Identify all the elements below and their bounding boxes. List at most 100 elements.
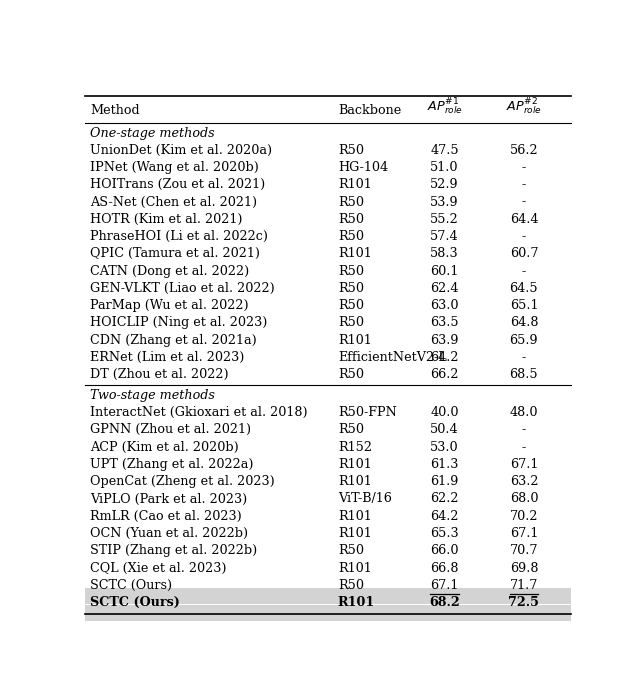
Text: 61.3: 61.3 (430, 458, 459, 471)
Text: R50: R50 (338, 213, 364, 226)
Text: 57.4: 57.4 (430, 230, 459, 243)
Text: R50: R50 (338, 196, 364, 209)
Text: 63.2: 63.2 (509, 475, 538, 489)
Text: 65.3: 65.3 (430, 527, 459, 540)
Text: R50: R50 (338, 579, 364, 592)
Text: R101: R101 (338, 458, 372, 471)
Text: 62.4: 62.4 (430, 282, 459, 295)
Text: 68.2: 68.2 (429, 596, 460, 609)
Text: 68.0: 68.0 (509, 493, 538, 506)
Text: -: - (522, 265, 526, 278)
Text: 55.2: 55.2 (430, 213, 459, 226)
Text: -: - (522, 351, 526, 364)
Text: R101: R101 (338, 562, 372, 575)
Text: $AP_{role}^{\#2}$: $AP_{role}^{\#2}$ (506, 97, 542, 117)
Text: OpenCat (Zheng et al. 2023): OpenCat (Zheng et al. 2023) (90, 475, 275, 489)
Text: 63.5: 63.5 (430, 316, 459, 329)
Text: 65.1: 65.1 (509, 299, 538, 312)
Text: ParMap (Wu et al. 2022): ParMap (Wu et al. 2022) (90, 299, 248, 312)
Text: R50: R50 (338, 282, 364, 295)
Text: 70.7: 70.7 (509, 544, 538, 557)
Text: 64.2: 64.2 (430, 510, 459, 523)
Text: 50.4: 50.4 (430, 423, 459, 436)
Text: R50: R50 (338, 230, 364, 243)
Text: 64.8: 64.8 (509, 316, 538, 329)
Text: CATN (Dong et al. 2022): CATN (Dong et al. 2022) (90, 265, 249, 278)
Text: 63.0: 63.0 (430, 299, 459, 312)
Text: HOICLIP (Ning et al. 2023): HOICLIP (Ning et al. 2023) (90, 316, 268, 329)
Text: 67.1: 67.1 (509, 527, 538, 540)
Text: R50: R50 (338, 544, 364, 557)
Text: R101: R101 (338, 333, 372, 347)
Text: HOTR (Kim et al. 2021): HOTR (Kim et al. 2021) (90, 213, 243, 226)
Text: 64.4: 64.4 (509, 213, 538, 226)
Text: 40.0: 40.0 (430, 406, 459, 419)
Text: 51.0: 51.0 (430, 161, 459, 174)
Text: R50-FPN: R50-FPN (338, 406, 397, 419)
Text: R50: R50 (338, 299, 364, 312)
Text: 68.5: 68.5 (509, 369, 538, 381)
Text: ERNet (Lim et al. 2023): ERNet (Lim et al. 2023) (90, 351, 244, 364)
Text: UPT (Zhang et al. 2022a): UPT (Zhang et al. 2022a) (90, 458, 253, 471)
Text: HOITrans (Zou et al. 2021): HOITrans (Zou et al. 2021) (90, 178, 265, 192)
Text: InteractNet (Gkioxari et al. 2018): InteractNet (Gkioxari et al. 2018) (90, 406, 308, 419)
Text: 56.2: 56.2 (509, 144, 538, 157)
Text: R101: R101 (338, 178, 372, 192)
Text: R50: R50 (338, 316, 364, 329)
Text: ACP (Kim et al. 2020b): ACP (Kim et al. 2020b) (90, 441, 239, 453)
Text: 53.9: 53.9 (430, 196, 459, 209)
Text: R101: R101 (338, 247, 372, 260)
Text: R101: R101 (338, 475, 372, 489)
Text: -: - (522, 178, 526, 192)
Text: GPNN (Zhou et al. 2021): GPNN (Zhou et al. 2021) (90, 423, 251, 436)
Text: Two-stage methods: Two-stage methods (90, 389, 215, 402)
Text: 61.9: 61.9 (430, 475, 459, 489)
Text: 52.9: 52.9 (430, 178, 459, 192)
Text: STIP (Zhang et al. 2022b): STIP (Zhang et al. 2022b) (90, 544, 257, 557)
Text: SCTC (Ours): SCTC (Ours) (90, 596, 180, 609)
Text: 70.2: 70.2 (509, 510, 538, 523)
Text: -: - (522, 423, 526, 436)
Text: 64.2: 64.2 (430, 351, 459, 364)
Text: R50: R50 (338, 144, 364, 157)
Bar (85, 605, 571, 621)
Text: 63.9: 63.9 (430, 333, 459, 347)
Text: 66.8: 66.8 (430, 562, 459, 575)
Text: 60.1: 60.1 (430, 265, 459, 278)
Text: DT (Zhou et al. 2022): DT (Zhou et al. 2022) (90, 369, 228, 381)
Text: PhraseHOI (Li et al. 2022c): PhraseHOI (Li et al. 2022c) (90, 230, 268, 243)
Text: R152: R152 (338, 441, 372, 453)
Text: SCTC (Ours): SCTC (Ours) (90, 579, 172, 592)
Text: 53.0: 53.0 (430, 441, 459, 453)
Text: AS-Net (Chen et al. 2021): AS-Net (Chen et al. 2021) (90, 196, 257, 209)
Text: QPIC (Tamura et al. 2021): QPIC (Tamura et al. 2021) (90, 247, 260, 260)
Text: R101: R101 (338, 596, 375, 609)
Text: $AP_{role}^{\#1}$: $AP_{role}^{\#1}$ (427, 97, 463, 117)
Text: ViT-B/16: ViT-B/16 (338, 493, 392, 506)
Text: R50: R50 (338, 265, 364, 278)
Text: -: - (522, 161, 526, 174)
Text: 65.9: 65.9 (509, 333, 538, 347)
Text: 60.7: 60.7 (509, 247, 538, 260)
Text: -: - (522, 196, 526, 209)
Text: CDN (Zhang et al. 2021a): CDN (Zhang et al. 2021a) (90, 333, 257, 347)
Text: IPNet (Wang et al. 2020b): IPNet (Wang et al. 2020b) (90, 161, 259, 174)
Text: RmLR (Cao et al. 2023): RmLR (Cao et al. 2023) (90, 510, 242, 523)
Text: 66.0: 66.0 (430, 544, 459, 557)
Text: 69.8: 69.8 (509, 562, 538, 575)
Bar (85, 588, 571, 604)
Text: 67.1: 67.1 (430, 579, 459, 592)
Text: 67.1: 67.1 (509, 458, 538, 471)
Text: 47.5: 47.5 (430, 144, 459, 157)
Text: R50: R50 (338, 369, 364, 381)
Text: 48.0: 48.0 (509, 406, 538, 419)
Text: EfficientNetV2-L: EfficientNetV2-L (338, 351, 447, 364)
Text: R101: R101 (338, 527, 372, 540)
Text: HG-104: HG-104 (338, 161, 388, 174)
Text: -: - (522, 441, 526, 453)
Text: Backbone: Backbone (338, 104, 401, 117)
Text: GEN-VLKT (Liao et al. 2022): GEN-VLKT (Liao et al. 2022) (90, 282, 275, 295)
Text: ViPLO (Park et al. 2023): ViPLO (Park et al. 2023) (90, 493, 247, 506)
Text: OCN (Yuan et al. 2022b): OCN (Yuan et al. 2022b) (90, 527, 248, 540)
Text: Method: Method (90, 104, 140, 117)
